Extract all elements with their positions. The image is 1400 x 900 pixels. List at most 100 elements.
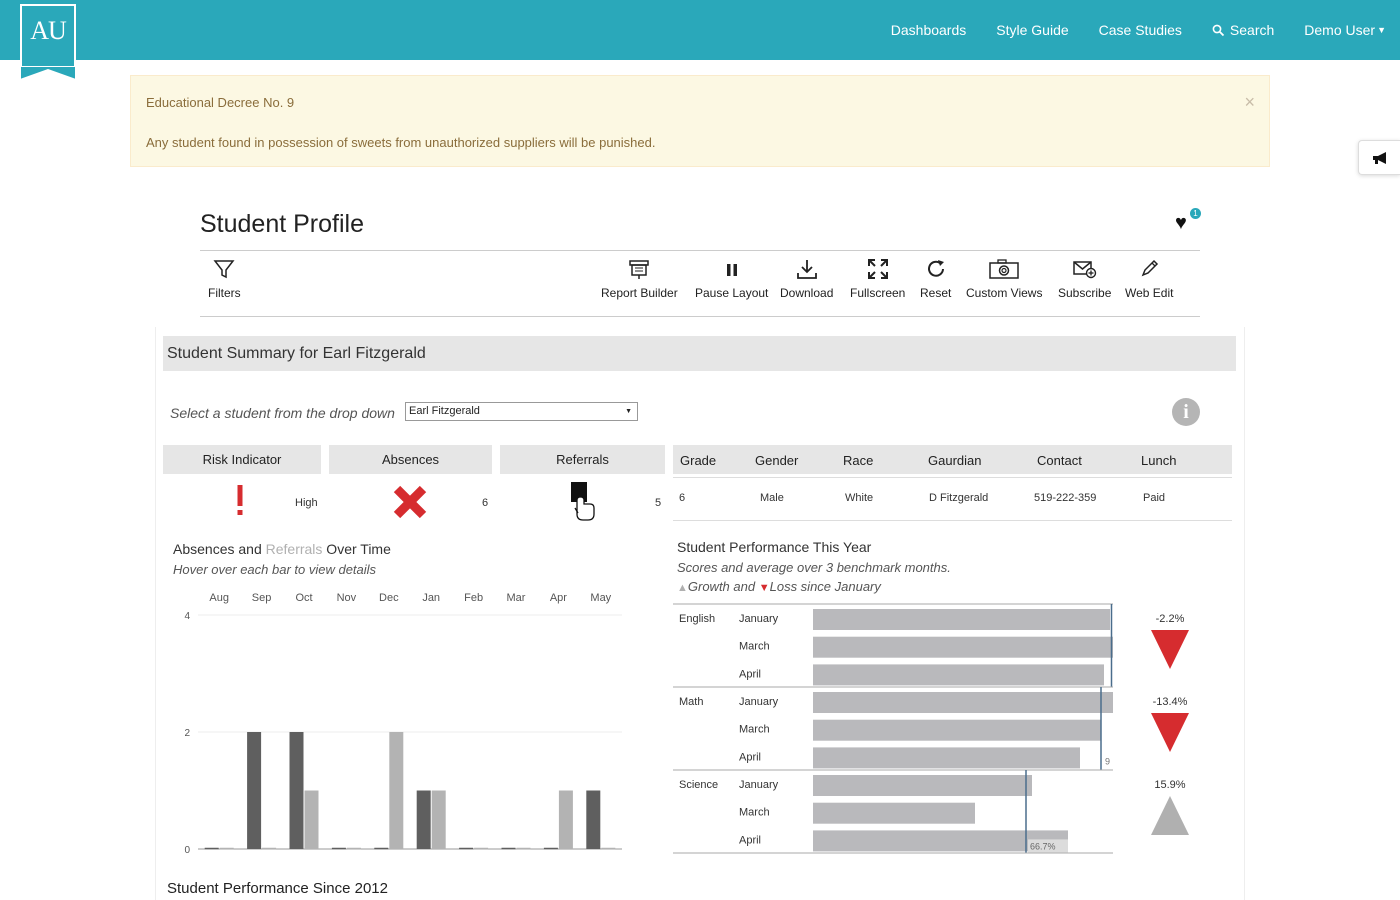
- nav-search-link[interactable]: Search: [1212, 22, 1274, 38]
- envelope-add-icon: [1072, 261, 1096, 279]
- nav-links: Dashboards Style Guide Case Studies Sear…: [861, 0, 1386, 60]
- grade-header: Grade: [680, 453, 717, 468]
- month-tick-label: Feb: [464, 592, 483, 604]
- divider: [200, 250, 1200, 251]
- performance-chart-title: Student Performance This Year: [677, 539, 872, 555]
- announcement-tab[interactable]: [1358, 140, 1400, 175]
- pause-layout-button[interactable]: Pause Layout: [695, 258, 768, 300]
- absences-bar: [247, 732, 262, 849]
- custom-views-button[interactable]: Custom Views: [966, 258, 1042, 300]
- month-label: March: [739, 724, 770, 736]
- web-edit-button[interactable]: Web Edit: [1125, 258, 1173, 300]
- subject-label: English: [679, 613, 715, 625]
- race-header: Race: [843, 453, 874, 468]
- risk-value: High: [295, 497, 318, 509]
- report-builder-button[interactable]: Report Builder: [601, 258, 678, 300]
- referral-card-icon: [571, 482, 595, 521]
- absences-header: Absences: [329, 445, 492, 474]
- alert-body: Any student found in possession of sweet…: [146, 135, 656, 150]
- filters-button[interactable]: Filters: [208, 258, 241, 300]
- loss-triangle-icon: [1151, 713, 1189, 752]
- guardian-value: D Fitzgerald: [929, 492, 989, 504]
- download-button[interactable]: Download: [780, 258, 833, 300]
- download-icon: [796, 260, 817, 279]
- gender-value: Male: [760, 492, 784, 504]
- contact-value: 519-222-359: [1034, 492, 1097, 504]
- risk-indicator-header: Risk Indicator: [163, 445, 321, 474]
- selected-student-value: Earl Fitzgerald: [409, 405, 480, 417]
- logo-ribbon-icon: [20, 66, 76, 80]
- favorite-count-badge: 1: [1190, 208, 1201, 219]
- month-tick-label: May: [590, 592, 611, 604]
- growth-triangle-icon: [1151, 796, 1189, 835]
- absences-chart-title: Absences and Referrals Over Time: [173, 541, 391, 557]
- guardian-header: Gaurdian: [928, 453, 982, 468]
- demographics-header: Grade Gender Race Gaurdian Contact Lunch: [673, 445, 1232, 474]
- month-label: January: [739, 613, 779, 625]
- subscribe-button[interactable]: Subscribe: [1058, 258, 1111, 300]
- nav-dashboards-link[interactable]: Dashboards: [890, 22, 967, 38]
- absences-bar: [416, 790, 431, 849]
- divider: [200, 316, 1200, 317]
- caret-down-icon: ▼: [625, 408, 632, 415]
- student-select-dropdown[interactable]: Earl Fitzgerald ▼: [405, 402, 638, 421]
- reset-icon: [927, 260, 944, 277]
- performance-since-title: Student Performance Since 2012: [167, 880, 388, 897]
- close-icon[interactable]: ×: [1244, 92, 1255, 112]
- loss-triangle-icon: [1151, 630, 1189, 669]
- top-navbar: AU Dashboards Style Guide Case Studies S…: [0, 0, 1400, 80]
- absences-bar: [289, 732, 304, 849]
- change-label: -13.4%: [1153, 696, 1188, 708]
- month-tick-label: Mar: [507, 592, 526, 604]
- gender-header: Gender: [755, 453, 799, 468]
- reset-button[interactable]: Reset: [920, 258, 951, 300]
- heart-icon[interactable]: ♥: [1175, 212, 1187, 234]
- user-menu-dropdown[interactable]: Demo User ▼: [1304, 22, 1386, 38]
- score-bar: [813, 830, 1068, 852]
- referrals-bar: [304, 790, 319, 849]
- absences-chart-subtitle: Hover over each bar to view details: [173, 562, 377, 577]
- score-bar: [813, 692, 1113, 713]
- site-logo[interactable]: AU: [20, 4, 76, 80]
- filter-icon: [213, 260, 235, 279]
- absences-value: 6: [482, 497, 489, 509]
- data-label-chip: [1028, 839, 1068, 853]
- fullscreen-button[interactable]: Fullscreen: [850, 258, 905, 300]
- nav-case-studies-link[interactable]: Case Studies: [1098, 22, 1182, 38]
- month-tick-label: Nov: [337, 592, 357, 604]
- camera-icon: [989, 259, 1019, 279]
- data-label: 66.7%: [1030, 841, 1056, 851]
- score-bar: [813, 609, 1110, 630]
- nav-style-guide-link[interactable]: Style Guide: [996, 22, 1069, 38]
- pencil-icon: [1141, 259, 1159, 277]
- race-value: White: [845, 492, 874, 504]
- absences-referrals-chart: Aug Sep Oct Nov Dec Jan Feb Mar Apr May 0 2 4: [184, 592, 622, 856]
- month-label: April: [739, 834, 761, 846]
- month-label: April: [739, 751, 761, 763]
- score-bar: [813, 636, 1113, 658]
- info-icon[interactable]: i: [1172, 398, 1200, 426]
- y-tick-label: 2: [184, 728, 190, 739]
- student-select-label: Select a student from the drop down: [170, 405, 395, 421]
- month-label: March: [739, 641, 770, 653]
- score-bar: [813, 802, 975, 824]
- summary-title: Student Summary for Earl Fitzgerald: [167, 345, 426, 362]
- month-label: April: [739, 668, 761, 680]
- exclamation-icon: [237, 485, 243, 515]
- subject-label: Science: [679, 779, 718, 791]
- performance-chart-subtitle: Scores and average over 3 benchmark mont…: [677, 560, 951, 575]
- month-tick-label: Dec: [379, 592, 399, 604]
- caret-down-icon: ▼: [1377, 25, 1386, 35]
- month-label: March: [739, 807, 770, 819]
- month-tick-label: Sep: [252, 592, 272, 604]
- month-tick-label: Aug: [209, 592, 229, 604]
- contact-header: Contact: [1037, 453, 1082, 468]
- summary-header: Student Summary for Earl Fitzgerald: [163, 336, 1236, 371]
- performance-legend: ▲Growth and ▼Loss since January: [677, 579, 881, 594]
- change-label: -2.2%: [1156, 613, 1185, 625]
- page-title: Student Profile: [200, 210, 364, 238]
- lunch-header: Lunch: [1141, 453, 1177, 468]
- month-tick-label: Oct: [295, 592, 312, 604]
- fullscreen-icon: [867, 259, 888, 279]
- divider: [673, 520, 1232, 521]
